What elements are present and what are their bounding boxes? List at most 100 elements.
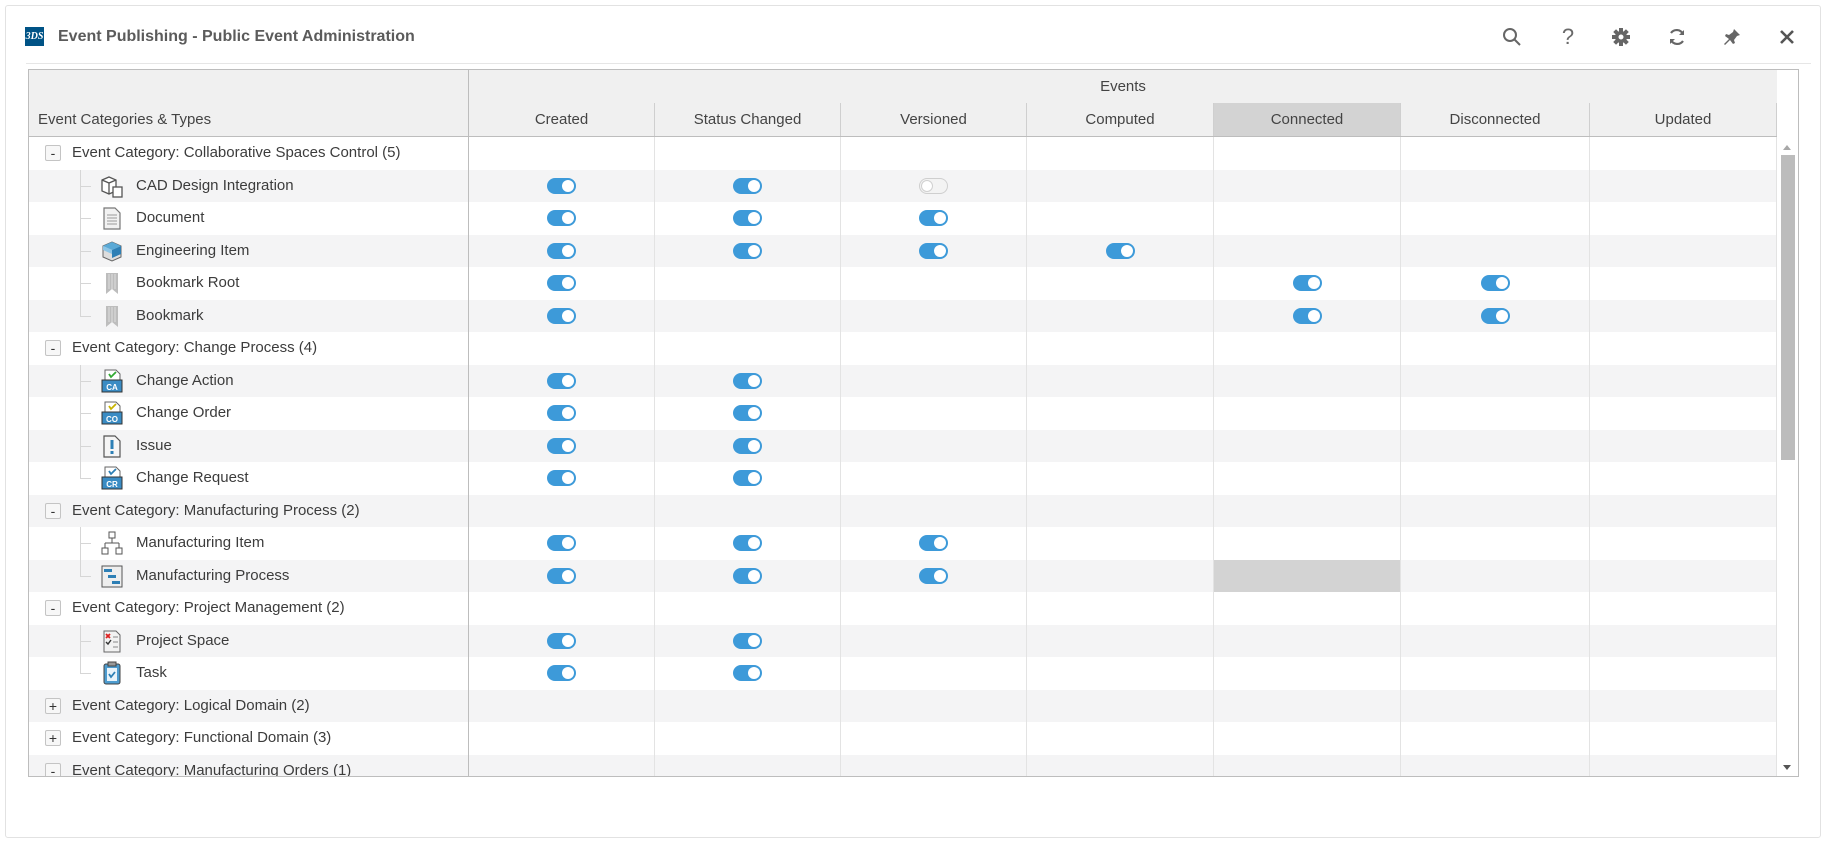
event-cell-connected[interactable] xyxy=(1214,364,1401,397)
event-cell-status-changed[interactable] xyxy=(655,722,841,755)
event-cell-computed[interactable] xyxy=(1027,429,1214,462)
event-toggle-on[interactable] xyxy=(1480,275,1510,292)
scroll-up-arrow-icon[interactable] xyxy=(1783,145,1791,150)
event-cell-status-changed[interactable] xyxy=(655,754,841,776)
event-cell-updated[interactable] xyxy=(1590,397,1777,430)
event-toggle-on[interactable] xyxy=(733,372,762,389)
event-toggle-on[interactable] xyxy=(733,437,762,454)
header-versioned[interactable]: Versioned xyxy=(841,103,1027,136)
event-cell-updated[interactable] xyxy=(1590,559,1777,592)
event-cell-updated[interactable] xyxy=(1590,202,1777,235)
header-categories-types[interactable]: Event Categories & Types xyxy=(29,103,469,136)
event-cell-created[interactable] xyxy=(469,267,655,300)
event-cell-status-changed[interactable] xyxy=(655,169,841,202)
event-cell-status-changed[interactable] xyxy=(655,494,841,527)
event-cell-versioned[interactable] xyxy=(841,494,1027,527)
search-icon[interactable] xyxy=(1499,24,1525,50)
event-cell-computed[interactable] xyxy=(1027,754,1214,776)
collapse-button[interactable]: - xyxy=(45,340,61,356)
category-label[interactable]: Event Category: Functional Domain (3) xyxy=(72,729,332,746)
header-connected[interactable]: Connected xyxy=(1214,103,1401,136)
event-cell-updated[interactable] xyxy=(1590,722,1777,755)
event-cell-connected[interactable] xyxy=(1214,429,1401,462)
help-icon[interactable]: ? xyxy=(1561,24,1575,49)
event-cell-updated[interactable] xyxy=(1590,299,1777,332)
event-cell-created[interactable] xyxy=(469,169,655,202)
event-toggle-on[interactable] xyxy=(547,437,576,454)
settings-icon[interactable] xyxy=(1608,24,1634,50)
event-cell-versioned[interactable] xyxy=(841,689,1027,722)
event-cell-status-changed[interactable] xyxy=(655,592,841,625)
event-cell-disconnected[interactable] xyxy=(1401,462,1590,495)
event-toggle-on[interactable] xyxy=(547,665,576,682)
event-cell-updated[interactable] xyxy=(1590,657,1777,690)
event-cell-status-changed[interactable] xyxy=(655,299,841,332)
event-cell-computed[interactable] xyxy=(1027,202,1214,235)
event-cell-status-changed[interactable] xyxy=(655,559,841,592)
event-cell-created[interactable] xyxy=(469,137,655,170)
event-cell-versioned[interactable] xyxy=(841,169,1027,202)
event-cell-created[interactable] xyxy=(469,462,655,495)
event-cell-connected[interactable] xyxy=(1214,299,1401,332)
event-cell-computed[interactable] xyxy=(1027,592,1214,625)
collapse-button[interactable]: - xyxy=(45,600,61,616)
event-toggle-on[interactable] xyxy=(1292,307,1322,324)
event-cell-computed[interactable] xyxy=(1027,722,1214,755)
event-cell-versioned[interactable] xyxy=(841,364,1027,397)
event-toggle-on[interactable] xyxy=(733,665,762,682)
event-cell-created[interactable] xyxy=(469,527,655,560)
event-cell-computed[interactable] xyxy=(1027,169,1214,202)
event-cell-connected[interactable] xyxy=(1214,169,1401,202)
event-cell-computed[interactable] xyxy=(1027,494,1214,527)
scrollbar-thumb[interactable] xyxy=(1781,155,1795,460)
event-cell-created[interactable] xyxy=(469,559,655,592)
event-cell-created[interactable] xyxy=(469,494,655,527)
event-cell-versioned[interactable] xyxy=(841,462,1027,495)
event-toggle-on[interactable] xyxy=(733,535,762,552)
event-cell-versioned[interactable] xyxy=(841,332,1027,365)
event-toggle-on[interactable] xyxy=(547,567,576,584)
event-cell-connected[interactable] xyxy=(1214,689,1401,722)
event-cell-computed[interactable] xyxy=(1027,364,1214,397)
event-cell-created[interactable] xyxy=(469,657,655,690)
event-cell-versioned[interactable] xyxy=(841,429,1027,462)
event-cell-updated[interactable] xyxy=(1590,169,1777,202)
event-cell-versioned[interactable] xyxy=(841,527,1027,560)
event-toggle-on[interactable] xyxy=(1292,275,1322,292)
event-cell-versioned[interactable] xyxy=(841,137,1027,170)
event-cell-status-changed[interactable] xyxy=(655,689,841,722)
event-cell-created[interactable] xyxy=(469,397,655,430)
event-cell-computed[interactable] xyxy=(1027,332,1214,365)
event-cell-updated[interactable] xyxy=(1590,429,1777,462)
event-toggle-on[interactable] xyxy=(733,177,762,194)
event-cell-disconnected[interactable] xyxy=(1401,137,1590,170)
event-cell-computed[interactable] xyxy=(1027,657,1214,690)
event-cell-connected[interactable] xyxy=(1214,494,1401,527)
event-cell-updated[interactable] xyxy=(1590,462,1777,495)
event-toggle-on[interactable] xyxy=(547,210,576,227)
event-cell-disconnected[interactable] xyxy=(1401,592,1590,625)
event-toggle-on[interactable] xyxy=(547,535,576,552)
event-toggle-on[interactable] xyxy=(1105,242,1135,259)
event-cell-disconnected[interactable] xyxy=(1401,527,1590,560)
event-cell-versioned[interactable] xyxy=(841,657,1027,690)
event-cell-status-changed[interactable] xyxy=(655,137,841,170)
event-cell-created[interactable] xyxy=(469,299,655,332)
event-cell-disconnected[interactable] xyxy=(1401,234,1590,267)
event-cell-updated[interactable] xyxy=(1590,234,1777,267)
event-cell-connected[interactable] xyxy=(1214,592,1401,625)
event-cell-created[interactable] xyxy=(469,234,655,267)
event-cell-connected[interactable] xyxy=(1214,624,1401,657)
event-cell-status-changed[interactable] xyxy=(655,657,841,690)
event-cell-connected[interactable] xyxy=(1214,722,1401,755)
event-cell-connected[interactable] xyxy=(1214,527,1401,560)
category-label[interactable]: Event Category: Change Process (4) xyxy=(72,339,318,356)
event-cell-updated[interactable] xyxy=(1590,267,1777,300)
event-cell-created[interactable] xyxy=(469,722,655,755)
event-cell-created[interactable] xyxy=(469,689,655,722)
collapse-button[interactable]: - xyxy=(45,762,61,776)
event-cell-disconnected[interactable] xyxy=(1401,624,1590,657)
event-toggle-on[interactable] xyxy=(733,210,762,227)
event-cell-computed[interactable] xyxy=(1027,137,1214,170)
event-toggle-on[interactable] xyxy=(733,405,762,422)
